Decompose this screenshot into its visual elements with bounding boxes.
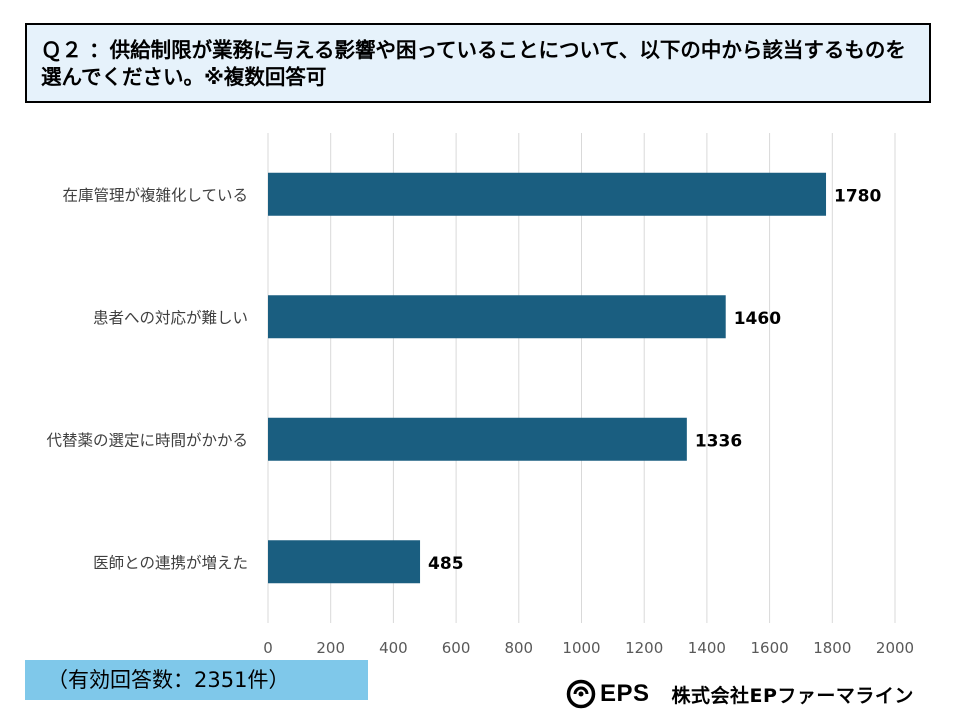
question-header: Ｑ２ ：供給制限が業務に与える影響や困っていることについて、以下の中から該当する… xyxy=(25,23,931,103)
x-tick-label: 1800 xyxy=(813,639,851,657)
respondent-count-badge: （有効回答数：2351件） xyxy=(25,660,368,700)
company-name: 株式会社EPファーマライン xyxy=(671,684,914,707)
bar xyxy=(268,172,827,216)
x-tick-label: 200 xyxy=(316,639,345,657)
x-tick-label: 600 xyxy=(442,639,471,657)
eps-logo-icon xyxy=(566,679,596,709)
eps-logo-text: EPS xyxy=(600,680,650,707)
data-label: 1336 xyxy=(695,431,742,451)
x-tick-label: 800 xyxy=(504,639,533,657)
category-label: 医師との連携が増えた xyxy=(93,554,248,572)
x-tick-label: 2000 xyxy=(876,639,914,657)
category-label: 在庫管理が複雑化している xyxy=(62,186,248,204)
respondent-count-text: （有効回答数：2351件） xyxy=(47,668,290,692)
bar-chart: 0 200 400 600 800 1000 1200 1400 1600 1800 2000 在庫管… xyxy=(46,133,914,657)
x-tick-label: 0 xyxy=(263,639,273,657)
category-label: 患者への対応が難しい xyxy=(93,309,248,327)
bar xyxy=(268,295,726,339)
data-label: 485 xyxy=(428,554,464,574)
bar xyxy=(268,417,687,461)
data-label: 1460 xyxy=(734,309,781,329)
x-tick-label: 1000 xyxy=(562,639,600,657)
question-text: Ｑ２ ：供給制限が業務に与える影響や困っていることについて、以下の中から該当する… xyxy=(41,38,906,89)
x-tick-label: 400 xyxy=(379,639,408,657)
footer-branding: EPS 株式会社EPファーマライン xyxy=(566,676,936,712)
x-tick-label: 1400 xyxy=(688,639,726,657)
data-label: 1780 xyxy=(834,186,881,206)
x-tick-label: 1200 xyxy=(625,639,663,657)
bar xyxy=(268,540,421,584)
category-label: 代替薬の選定に時間がかかる xyxy=(46,431,248,449)
x-tick-label: 1600 xyxy=(751,639,789,657)
